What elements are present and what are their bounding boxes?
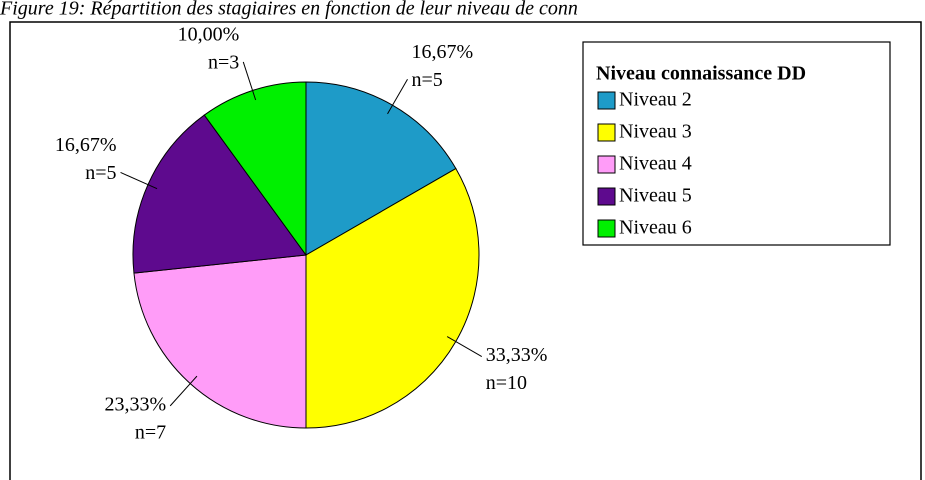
leader-line	[169, 375, 198, 407]
legend-label: Niveau 3	[619, 121, 692, 143]
legend-label: Niveau 2	[619, 89, 692, 111]
legend-label: Niveau 4	[619, 153, 692, 175]
leader-line	[446, 336, 483, 357]
count-label: n=5	[85, 162, 116, 184]
count-label: n=7	[135, 421, 166, 443]
legend-box	[582, 41, 891, 246]
chart-title: Figure 19: Répartition des stagiaires en…	[0, 0, 578, 20]
legend-swatch	[597, 123, 616, 142]
leader-line	[242, 61, 257, 101]
leader-line	[120, 171, 158, 190]
legend-label: Niveau 6	[619, 217, 692, 239]
count-label: n=5	[412, 69, 443, 91]
leader-line	[387, 78, 408, 115]
data-label: 16,67%	[55, 134, 117, 156]
legend-swatch	[597, 91, 616, 110]
legend-label: Niveau 5	[619, 185, 692, 207]
data-label: 10,00%	[178, 24, 240, 46]
legend-swatch	[597, 155, 616, 174]
legend-swatch	[597, 219, 616, 238]
legend-title: Niveau connaissance DD	[596, 63, 806, 85]
data-label: 16,67%	[412, 41, 474, 63]
count-label: n=10	[486, 372, 527, 394]
count-label: n=3	[208, 52, 239, 74]
data-label: 33,33%	[486, 344, 548, 366]
legend-swatch	[597, 187, 616, 206]
frame	[9, 21, 922, 480]
data-label: 23,33%	[105, 393, 167, 415]
